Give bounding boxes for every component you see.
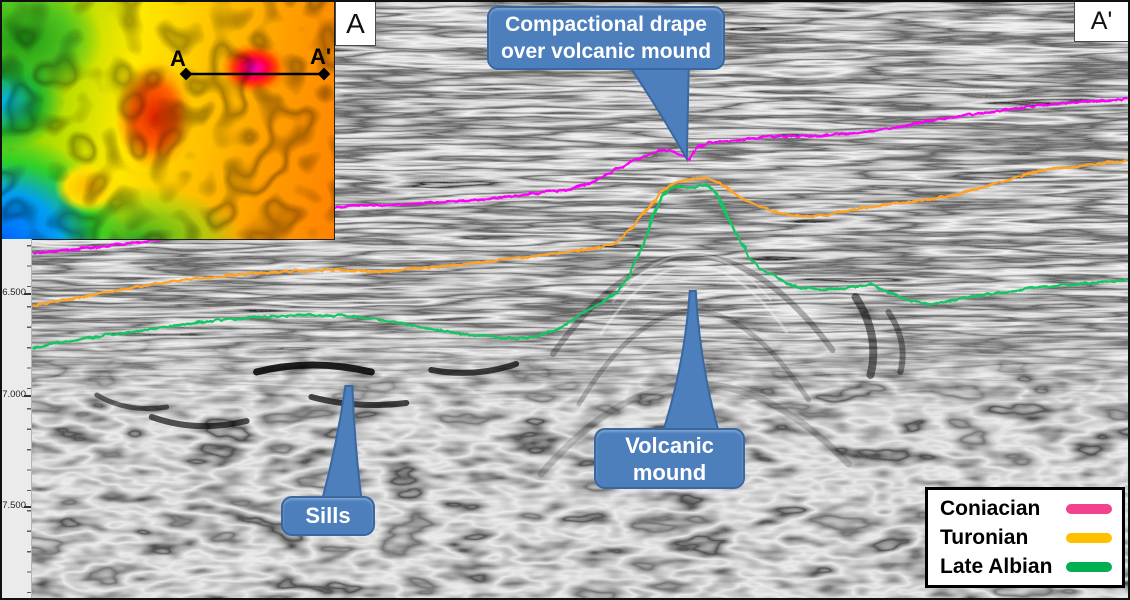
axis-major-tick	[24, 293, 31, 295]
horizon-late-albian	[31, 182, 1127, 349]
volcanic-callout-line1: Volcanic	[625, 432, 714, 458]
inset-line-label-a-prime: A'	[310, 44, 332, 69]
drape-callout-line2: over volcanic mound	[500, 40, 712, 63]
inset-contour-lines	[2, 2, 335, 240]
axis-major-tick	[24, 506, 31, 508]
axis-tick-7000: 7.000	[2, 389, 26, 400]
legend-label-coniacian: Coniacian	[940, 496, 1041, 520]
axis-minor-ticks	[27, 245, 31, 598]
legend-swatch-turonian	[1066, 532, 1112, 543]
axis-major-tick	[24, 395, 31, 397]
sills-callout-label: Sills	[305, 503, 351, 528]
axis-tick-6500: 6.500	[2, 287, 26, 298]
legend-swatch-late-albian	[1066, 561, 1112, 572]
section-label-a-prime: A'	[1074, 2, 1128, 42]
volcanic-callout-line2: mound	[632, 459, 707, 485]
sills-callout: Sills	[281, 496, 375, 536]
sills-callout-tail	[321, 385, 363, 500]
drape-callout: Compactional drape over volcanic mound	[487, 6, 725, 70]
legend-row-late-albian: Late Albian	[940, 555, 1112, 579]
inset-map: A A'	[2, 2, 335, 240]
axis-tick-7500: 7.500	[2, 500, 26, 511]
legend-row-coniacian: Coniacian	[940, 497, 1112, 521]
legend-row-turonian: Turonian	[940, 526, 1112, 550]
time-axis: 6.500 7.000 7.500	[2, 239, 32, 598]
inset-section-line	[179, 67, 331, 81]
legend-label-late-albian: Late Albian	[940, 554, 1053, 578]
section-label-a: A	[335, 2, 376, 46]
volcanic-mound-callout: Volcanic mound	[594, 428, 745, 489]
drape-callout-line1: Compactional drape	[505, 13, 707, 36]
horizon-turonian	[31, 158, 1127, 307]
inset-line-label-a: A	[170, 46, 186, 71]
horizon-legend: Coniacian Turonian Late Albian	[925, 487, 1125, 588]
sill-reflections	[94, 293, 906, 430]
callout-tails	[321, 63, 721, 500]
volcanic-callout-tail	[661, 290, 721, 433]
legend-swatch-coniacian	[1066, 503, 1112, 514]
legend-label-turonian: Turonian	[940, 525, 1029, 549]
drape-callout-tail	[625, 63, 690, 163]
